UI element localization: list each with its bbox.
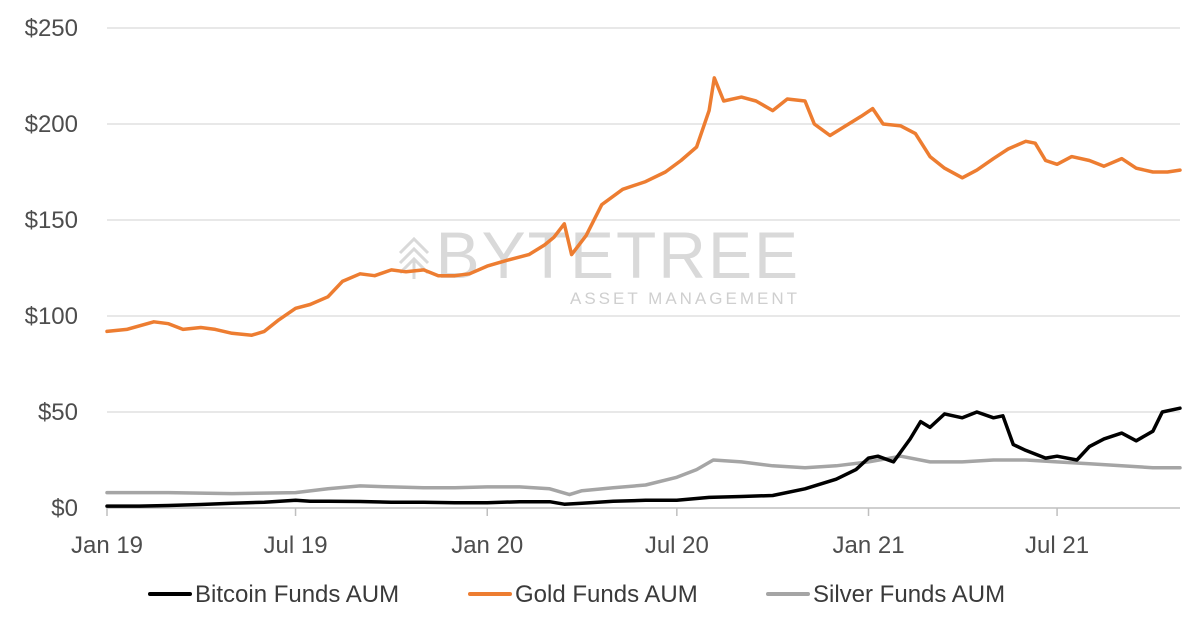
legend-label: Silver Funds AUM — [813, 581, 1005, 608]
series-line-bitcoin-funds-aum — [105, 406, 1182, 508]
tree-logo-icon — [398, 236, 430, 279]
x-tick-label: Jan 21 — [832, 532, 904, 559]
watermark-subtitle: ASSET MANAGEMENT — [570, 289, 800, 308]
y-tick-label: $200 — [25, 111, 78, 138]
x-tick-label: Jul 21 — [1025, 532, 1089, 559]
x-tick-label: Jul 19 — [264, 532, 328, 559]
y-tick-label: $250 — [25, 15, 78, 42]
y-tick-label: $50 — [38, 399, 78, 426]
legend-label: Bitcoin Funds AUM — [195, 581, 399, 608]
x-tick-label: Jan 19 — [71, 532, 143, 559]
legend-label: Gold Funds AUM — [515, 581, 698, 608]
series-line-gold-funds-aum — [105, 76, 1182, 337]
grid — [107, 27, 1180, 413]
series-line-silver-funds-aum — [105, 454, 1182, 497]
legend: Bitcoin Funds AUM Gold Funds AUM Silver Fu… — [148, 581, 1005, 608]
x-tick-label: Jul 20 — [645, 532, 709, 559]
watermark-brand: BYTETREE — [436, 218, 800, 292]
y-axis: $0 $50 $100 $150 $200 $250 — [25, 15, 78, 522]
y-tick-label: $150 — [25, 207, 78, 234]
watermark: BYTETREE ASSET MANAGEMENT — [398, 218, 800, 308]
x-tick-label: Jan 20 — [451, 532, 523, 559]
y-tick-label: $0 — [51, 495, 78, 522]
series-layer — [105, 76, 1182, 508]
y-tick-label: $100 — [25, 303, 78, 330]
x-axis: Jan 19 Jul 19 Jan 20 Jul 20 Jan 21 Jul 21 — [71, 507, 1180, 559]
